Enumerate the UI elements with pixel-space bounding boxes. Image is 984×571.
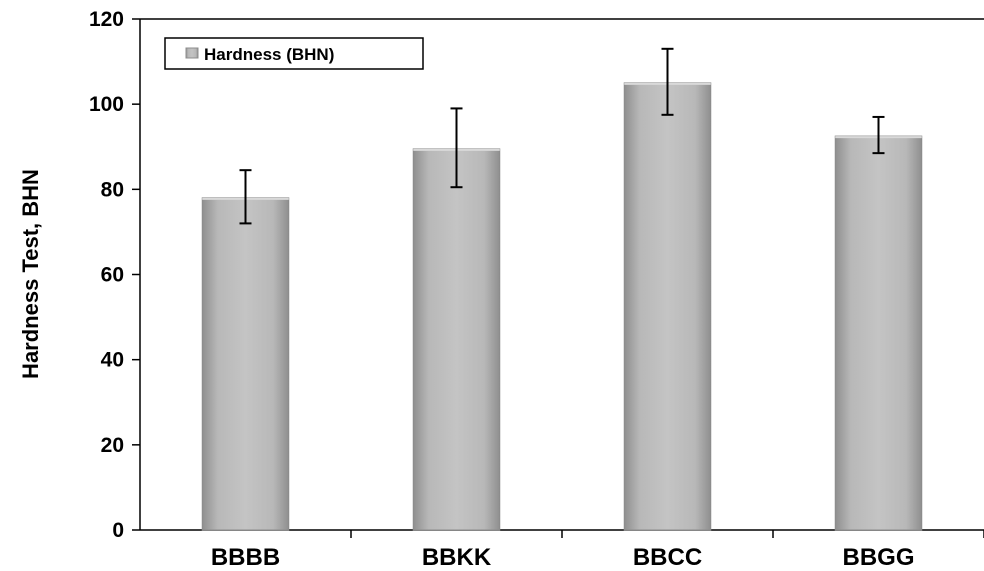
y-tick-label: 0 [112,519,124,542]
x-category-label: BBCC [633,544,702,571]
y-axis-title: Hardness Test, BHN [18,169,43,379]
chart-legend: Hardness (BHN) [164,37,424,70]
bar-bbcc [623,82,712,531]
y-tick-label: 20 [101,434,124,457]
x-category-label: BBBB [211,544,280,571]
y-tick-label: 60 [101,264,124,287]
y-tick-label: 100 [89,93,124,116]
error-bars [239,47,885,225]
bar-bbkk [412,148,501,531]
y-tick-label: 120 [89,8,124,31]
y-tick-label: 80 [101,178,124,201]
bar-series [201,82,923,531]
x-category-label: BBGG [843,544,915,571]
bar-bbgg [834,135,923,531]
x-axis-ticks: BBBB BBKK BBCC BBGG [211,530,984,571]
y-axis-ticks: 0 20 40 60 80 100 120 [89,8,140,542]
y-tick-label: 40 [101,349,124,372]
x-category-label: BBKK [422,544,492,571]
legend-label: Hardness (BHN) [204,45,334,64]
legend-swatch [185,47,199,59]
legend-box [164,37,424,70]
bar-bbbb [201,197,290,531]
